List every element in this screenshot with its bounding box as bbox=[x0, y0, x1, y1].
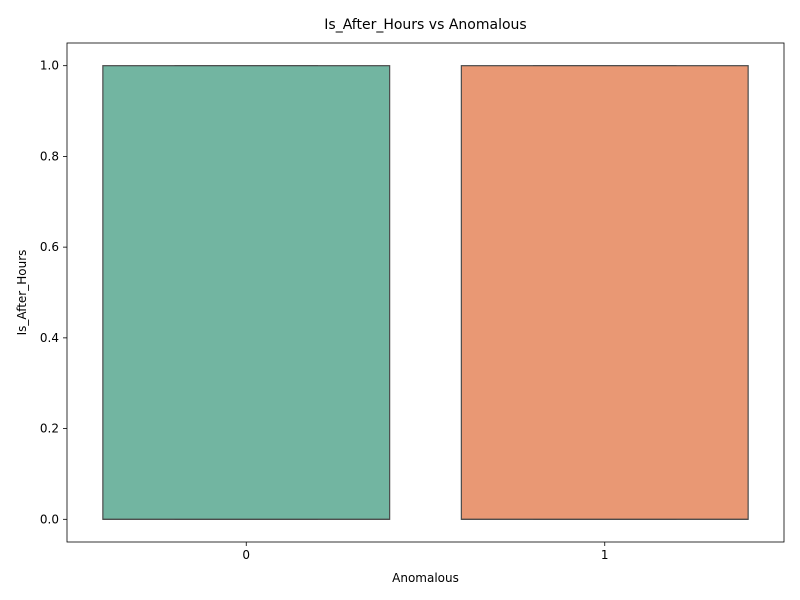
x-tick-label: 1 bbox=[601, 548, 609, 562]
y-tick-label: 0.0 bbox=[40, 512, 59, 526]
y-tick-label: 0.2 bbox=[40, 422, 59, 436]
axes-frame bbox=[66, 42, 785, 543]
x-axis-label: Anomalous bbox=[392, 571, 459, 585]
y-axis-label: Is_After_Hours bbox=[15, 250, 29, 336]
box-1 bbox=[460, 65, 749, 520]
plot-area bbox=[102, 65, 749, 520]
x-tick-label: 0 bbox=[242, 548, 250, 562]
y-tick-label: 0.4 bbox=[40, 331, 59, 345]
y-axis: 0.0 0.2 0.4 0.6 0.8 1.0 bbox=[40, 59, 67, 526]
y-tick-label: 0.8 bbox=[40, 149, 59, 163]
y-tick-label: 1.0 bbox=[40, 59, 59, 73]
y-tick-label: 0.6 bbox=[40, 240, 59, 254]
chart-title: Is_After_Hours vs Anomalous bbox=[324, 17, 526, 33]
box-0 bbox=[102, 65, 391, 520]
box-group-0 bbox=[102, 65, 391, 520]
box-group-1 bbox=[460, 65, 749, 520]
